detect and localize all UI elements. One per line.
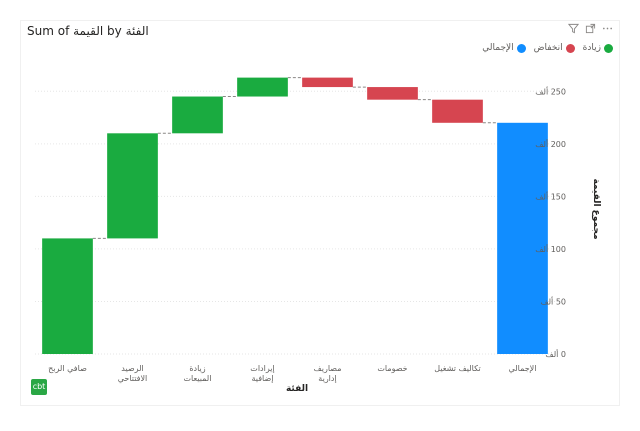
bars bbox=[42, 77, 548, 354]
x-tick-label: مصاريف bbox=[313, 364, 341, 373]
x-tick-label: تكاليف تشغيل bbox=[434, 364, 480, 373]
y-tick-label: 100 ألف bbox=[535, 244, 566, 254]
y-tick-label: 200 ألف bbox=[535, 139, 566, 149]
x-tick-label: إضافية bbox=[252, 374, 274, 384]
legend-label-decrease: انخفاض bbox=[533, 43, 563, 53]
legend-marker-total bbox=[516, 43, 526, 53]
x-tick-label: خصومات bbox=[377, 364, 407, 373]
x-tick-label: الافتتاحي bbox=[118, 374, 148, 383]
chart-title: Sum of القيمة by الفئة bbox=[27, 24, 149, 38]
legend-marker-decrease bbox=[565, 43, 575, 53]
bar-decrease[interactable] bbox=[367, 87, 418, 100]
legend-marker-increase bbox=[604, 43, 613, 53]
bar-decrease[interactable] bbox=[432, 99, 483, 123]
title-dimension: الفئة bbox=[125, 24, 149, 38]
x-tick-label: المبيعات bbox=[184, 374, 212, 383]
x-tick-label: صافي الربح bbox=[48, 364, 87, 373]
bar-total[interactable] bbox=[497, 122, 548, 354]
x-tick-label: الإجمالي bbox=[509, 364, 537, 374]
y-tick-label: 0 ألف bbox=[545, 349, 566, 359]
connector-lines bbox=[92, 77, 498, 239]
x-tick-label: زيادة bbox=[189, 364, 205, 373]
chart-legend: الإجمالي انخفاض زيادة bbox=[482, 43, 613, 53]
legend-item-increase[interactable]: زيادة bbox=[583, 43, 613, 53]
focus-mode-icon[interactable] bbox=[585, 23, 596, 34]
title-prefix: Sum of bbox=[27, 24, 70, 38]
legend-label-increase: زيادة bbox=[582, 43, 601, 53]
visual-header-icons bbox=[568, 23, 613, 34]
legend-item-decrease[interactable]: انخفاض bbox=[534, 43, 575, 53]
x-axis-title: الفئة bbox=[286, 384, 308, 394]
title-by: by bbox=[107, 24, 122, 38]
bar-increase[interactable] bbox=[107, 133, 158, 239]
cbt-logo: cbt bbox=[31, 379, 47, 395]
y-axis-title: مجموع القيمة bbox=[591, 178, 601, 239]
x-tick-label: الرصيد bbox=[121, 364, 143, 373]
bar-increase[interactable] bbox=[172, 96, 223, 134]
y-axis-tick-labels: 0 ألف 50 ألف 100 ألف 150 ألف 200 ألف 250 ألف bbox=[535, 86, 566, 359]
filter-icon[interactable] bbox=[568, 23, 579, 34]
x-tick-label: إدارية bbox=[318, 374, 336, 384]
legend-label-total: الإجمالي bbox=[482, 43, 514, 53]
y-tick-label: 50 ألف bbox=[540, 296, 566, 306]
legend-item-total[interactable]: الإجمالي bbox=[482, 43, 526, 53]
y-tick-label: 150 ألف bbox=[535, 191, 566, 201]
bar-decrease[interactable] bbox=[302, 77, 353, 88]
bar-increase[interactable] bbox=[237, 77, 288, 97]
waterfall-visual[interactable]: Sum of القيمة by الفئة الإجمالي انخفاض ز… bbox=[20, 20, 620, 406]
title-measure: القيمة bbox=[73, 24, 104, 38]
x-tick-label: إيرادات bbox=[250, 364, 274, 374]
bar-increase[interactable] bbox=[42, 238, 93, 354]
y-tick-label: 250 ألف bbox=[535, 86, 566, 96]
more-options-icon[interactable] bbox=[602, 23, 613, 34]
